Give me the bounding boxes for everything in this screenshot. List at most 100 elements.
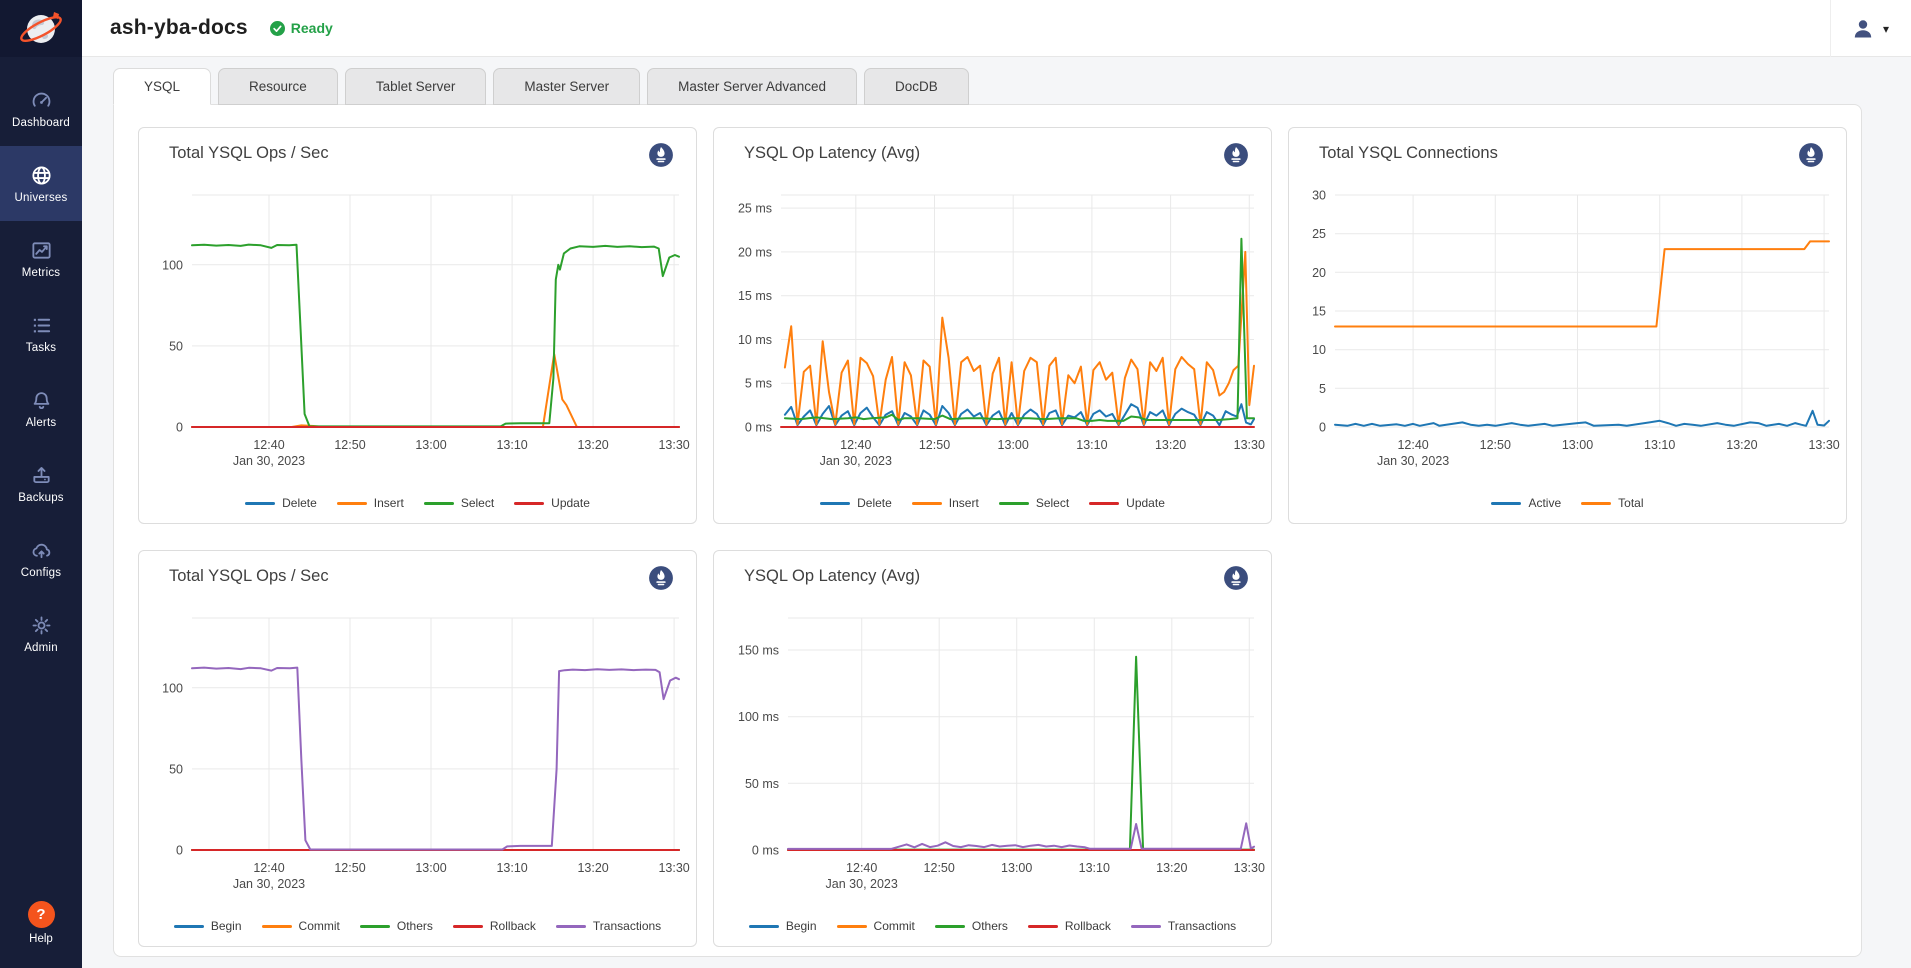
svg-text:0: 0 bbox=[176, 844, 183, 858]
svg-text:13:30: 13:30 bbox=[1234, 438, 1265, 452]
svg-text:25 ms: 25 ms bbox=[738, 202, 772, 216]
legend-item[interactable]: Insert bbox=[337, 496, 404, 510]
svg-text:Jan 30, 2023: Jan 30, 2023 bbox=[233, 454, 305, 468]
legend-item[interactable]: Insert bbox=[912, 496, 979, 510]
svg-text:12:50: 12:50 bbox=[334, 438, 365, 452]
prometheus-icon[interactable] bbox=[1223, 142, 1249, 173]
sidebar-item-label: Alerts bbox=[26, 417, 57, 429]
legend-label: Insert bbox=[374, 496, 404, 510]
legend-item[interactable]: Select bbox=[424, 496, 494, 510]
sidebar-spacer bbox=[0, 671, 82, 884]
svg-text:13:10: 13:10 bbox=[1079, 861, 1110, 875]
sidebar-item-universes[interactable]: Universes bbox=[0, 146, 82, 221]
svg-text:12:40: 12:40 bbox=[1397, 438, 1428, 452]
legend-swatch bbox=[453, 925, 483, 928]
svg-text:13:30: 13:30 bbox=[1234, 861, 1265, 875]
svg-text:13:30: 13:30 bbox=[658, 438, 689, 452]
svg-text:12:50: 12:50 bbox=[919, 438, 950, 452]
chart-canvas[interactable]: 05010012:4012:5013:0013:1013:2013:30Jan … bbox=[139, 597, 696, 897]
sidebar-item-alerts[interactable]: Alerts bbox=[0, 371, 82, 446]
yugabyte-logo[interactable] bbox=[0, 0, 82, 57]
check-circle-icon bbox=[270, 21, 285, 36]
legend-item[interactable]: Total bbox=[1581, 496, 1643, 510]
legend-item[interactable]: Update bbox=[514, 496, 590, 510]
chart-card-total-ysql-transactions: Total YSQL Ops / Sec 05010012:4012:5013:… bbox=[138, 550, 697, 947]
status-text: Ready bbox=[291, 20, 333, 36]
status-badge: Ready bbox=[270, 20, 333, 36]
legend-label: Active bbox=[1528, 496, 1561, 510]
legend-swatch bbox=[424, 502, 454, 505]
svg-text:100: 100 bbox=[162, 681, 183, 695]
legend-item[interactable]: Begin bbox=[174, 919, 242, 933]
legend-swatch bbox=[245, 502, 275, 505]
tab-tablet-server[interactable]: Tablet Server bbox=[345, 68, 487, 105]
legend-item[interactable]: Commit bbox=[837, 919, 915, 933]
prometheus-icon[interactable] bbox=[648, 565, 674, 596]
metrics-chart-icon bbox=[30, 239, 53, 262]
sidebar-item-tasks[interactable]: Tasks bbox=[0, 296, 82, 371]
legend-item[interactable]: Commit bbox=[262, 919, 340, 933]
tab-resource[interactable]: Resource bbox=[218, 68, 338, 105]
chart-canvas[interactable]: 05010012:4012:5013:0013:1013:2013:30Jan … bbox=[139, 174, 696, 474]
legend-swatch bbox=[1491, 502, 1521, 505]
svg-text:12:40: 12:40 bbox=[253, 861, 284, 875]
legend-swatch bbox=[360, 925, 390, 928]
svg-text:Jan 30, 2023: Jan 30, 2023 bbox=[1377, 454, 1449, 468]
sidebar-item-label: Configs bbox=[21, 567, 61, 579]
legend-item[interactable]: Transactions bbox=[1131, 919, 1236, 933]
legend-item[interactable]: Active bbox=[1491, 496, 1561, 510]
legend-item[interactable]: Delete bbox=[245, 496, 317, 510]
tab-master-server-advanced[interactable]: Master Server Advanced bbox=[647, 68, 857, 105]
legend-label: Others bbox=[397, 919, 433, 933]
legend-label: Begin bbox=[211, 919, 242, 933]
prometheus-icon[interactable] bbox=[1223, 565, 1249, 596]
tab-docdb[interactable]: DocDB bbox=[864, 68, 969, 105]
user-menu[interactable]: ▾ bbox=[1851, 17, 1889, 41]
legend-item[interactable]: Update bbox=[1089, 496, 1165, 510]
legend-swatch bbox=[262, 925, 292, 928]
prometheus-icon[interactable] bbox=[648, 142, 674, 173]
sidebar-item-label: Universes bbox=[15, 192, 68, 204]
chart-canvas[interactable]: 0 ms5 ms10 ms15 ms20 ms25 ms12:4012:5013… bbox=[714, 174, 1271, 474]
legend-label: Update bbox=[1126, 496, 1165, 510]
svg-text:13:00: 13:00 bbox=[415, 861, 446, 875]
sidebar-item-metrics[interactable]: Metrics bbox=[0, 221, 82, 296]
sidebar-item-admin[interactable]: Admin bbox=[0, 596, 82, 671]
svg-text:12:40: 12:40 bbox=[840, 438, 871, 452]
legend-swatch bbox=[912, 502, 942, 505]
legend-item[interactable]: Select bbox=[999, 496, 1069, 510]
tab-master-server[interactable]: Master Server bbox=[493, 68, 640, 105]
legend-item[interactable]: Rollback bbox=[1028, 919, 1111, 933]
sidebar-item-label: Help bbox=[29, 933, 53, 945]
configs-cloud-icon bbox=[30, 539, 53, 562]
svg-text:13:10: 13:10 bbox=[1644, 438, 1675, 452]
user-icon bbox=[1851, 17, 1875, 41]
svg-text:0: 0 bbox=[176, 421, 183, 435]
chart-row-2: Total YSQL Ops / Sec 05010012:4012:5013:… bbox=[138, 550, 1861, 947]
sidebar-item-configs[interactable]: Configs bbox=[0, 521, 82, 596]
svg-text:20: 20 bbox=[1312, 266, 1326, 280]
legend-item[interactable]: Others bbox=[935, 919, 1008, 933]
legend-item[interactable]: Others bbox=[360, 919, 433, 933]
chart-canvas[interactable]: 0 ms50 ms100 ms150 ms12:4012:5013:0013:1… bbox=[714, 597, 1271, 897]
tab-ysql[interactable]: YSQL bbox=[113, 68, 211, 105]
legend-label: Others bbox=[972, 919, 1008, 933]
sidebar-item-dashboard[interactable]: Dashboard bbox=[0, 71, 82, 146]
svg-text:13:20: 13:20 bbox=[1156, 861, 1187, 875]
sidebar-item-backups[interactable]: Backups bbox=[0, 446, 82, 521]
legend-label: Commit bbox=[299, 919, 340, 933]
universe-globe-icon bbox=[30, 164, 53, 187]
page-title: ash-yba-docs bbox=[110, 16, 248, 40]
legend-swatch bbox=[749, 925, 779, 928]
chart-canvas[interactable]: 05101520253012:4012:5013:0013:1013:2013:… bbox=[1289, 174, 1846, 474]
legend-label: Delete bbox=[282, 496, 317, 510]
legend-item[interactable]: Transactions bbox=[556, 919, 661, 933]
legend-item[interactable]: Rollback bbox=[453, 919, 536, 933]
legend-item[interactable]: Begin bbox=[749, 919, 817, 933]
sidebar-item-help[interactable]: ? Help bbox=[0, 884, 82, 962]
legend-item[interactable]: Delete bbox=[820, 496, 892, 510]
metrics-panel: Total YSQL Ops / Sec 05010012:4012:5013:… bbox=[113, 104, 1862, 957]
prometheus-icon[interactable] bbox=[1798, 142, 1824, 173]
chart-card-total-ysql-ops: Total YSQL Ops / Sec 05010012:4012:5013:… bbox=[138, 127, 697, 524]
svg-text:12:50: 12:50 bbox=[334, 861, 365, 875]
